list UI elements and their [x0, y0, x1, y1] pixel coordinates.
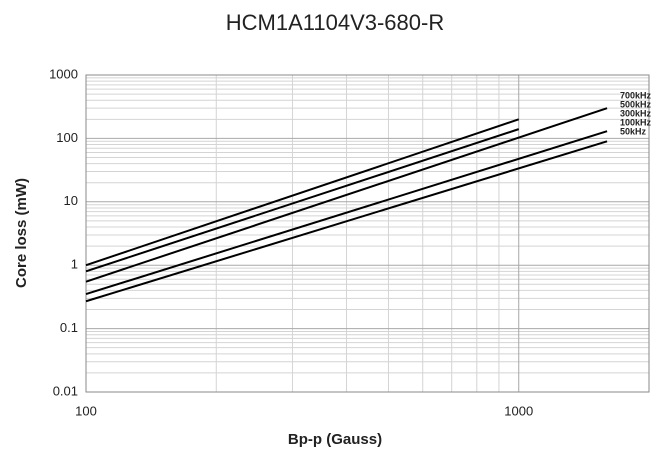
legend-label: 50kHz — [620, 126, 647, 136]
y-tick-label: 0.1 — [60, 320, 78, 335]
x-tick-label: 100 — [75, 403, 97, 418]
chart-title: HCM1A1104V3-680-R — [226, 10, 444, 35]
series-line — [85, 140, 608, 303]
y-axis-label: Core loss (mW) — [13, 178, 30, 288]
y-tick-label: 1 — [71, 257, 78, 272]
legend-label: 300kHz — [620, 108, 652, 118]
y-tick-label: 0.01 — [53, 383, 78, 398]
y-tick-label: 1000 — [49, 66, 78, 81]
legend-label: 100kHz — [620, 117, 652, 127]
legend-label: 500kHz — [620, 99, 652, 109]
y-tick-label: 10 — [64, 193, 78, 208]
series-line — [85, 118, 520, 267]
series-line — [85, 130, 608, 296]
x-tick-label: 1000 — [504, 403, 533, 418]
y-tick-label: 100 — [56, 130, 78, 145]
plot-border — [85, 74, 650, 393]
series-line — [85, 128, 520, 273]
legend-label: 700kHz — [620, 90, 652, 100]
series-line — [85, 107, 608, 283]
x-axis-label: Bp-p (Gauss) — [288, 431, 382, 448]
